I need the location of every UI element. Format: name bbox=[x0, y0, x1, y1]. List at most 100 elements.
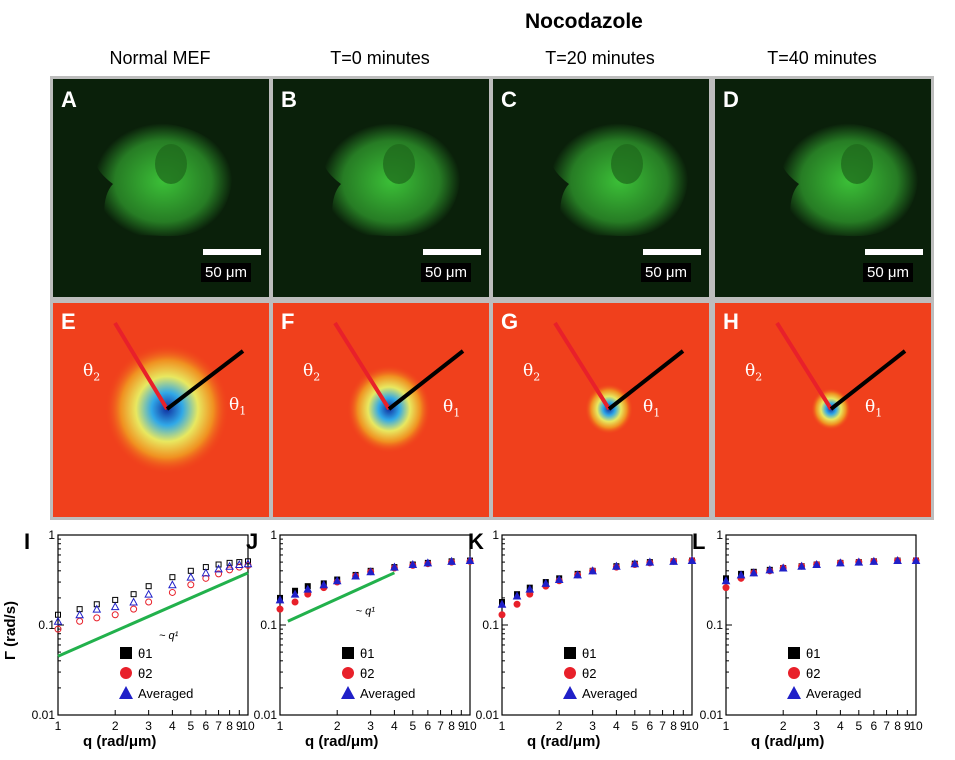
x-tick-label: 6 bbox=[425, 719, 432, 733]
column-label-normal: Normal MEF bbox=[109, 48, 211, 68]
cell-image bbox=[322, 123, 461, 240]
legend-label: θ1 bbox=[360, 646, 374, 661]
data-point bbox=[144, 589, 153, 598]
x-axis-label: q (rad/μm) bbox=[305, 733, 379, 750]
theta1-label: θ1 bbox=[443, 397, 461, 420]
data-point bbox=[423, 558, 433, 567]
y-tick-label: 0.1 bbox=[260, 618, 277, 632]
theta2-label: θ2 bbox=[303, 361, 321, 384]
data-point bbox=[541, 578, 551, 587]
x-tick-label: 5 bbox=[855, 719, 862, 733]
data-point bbox=[275, 595, 285, 604]
loglog-chart: 0.01 0.1 1 1 2 3 4 5 6 7 8 910 θ1 θ2 Averaged bbox=[476, 528, 699, 733]
data-point bbox=[243, 559, 253, 568]
data-point bbox=[498, 611, 506, 619]
fit-line bbox=[287, 571, 396, 623]
y-tick-label: 1 bbox=[48, 528, 55, 542]
x-tick-label: 9 bbox=[904, 719, 911, 733]
figure-group-heading: Nocodazole bbox=[525, 10, 643, 33]
chart-panel-label: I bbox=[24, 529, 31, 554]
theta2-label: θ2 bbox=[523, 361, 541, 384]
theta1-label: θ1 bbox=[229, 395, 247, 418]
x-tick-label: 2 bbox=[556, 719, 563, 733]
data-point bbox=[869, 556, 879, 565]
x-tick-label: 10 bbox=[241, 719, 255, 733]
x-tick-label: 10 bbox=[909, 719, 923, 733]
legend-marker bbox=[342, 647, 354, 659]
scale-bar bbox=[643, 249, 701, 255]
x-tick-label: 1 bbox=[723, 719, 730, 733]
theta2-label: θ2 bbox=[745, 361, 763, 384]
data-point bbox=[215, 570, 223, 578]
panel-label: F bbox=[281, 309, 295, 334]
data-point bbox=[234, 559, 244, 569]
theta2-label: θ2 bbox=[83, 361, 101, 384]
column-label-t20: T=20 minutes bbox=[545, 48, 655, 68]
cell-image bbox=[780, 123, 919, 240]
column-label-t0: T=0 minutes bbox=[330, 48, 430, 68]
x-tick-label: 10 bbox=[463, 719, 477, 733]
data-point bbox=[303, 584, 313, 593]
legend-label: θ1 bbox=[582, 646, 596, 661]
x-tick-label: 3 bbox=[813, 719, 820, 733]
y-tick-label: 0.1 bbox=[706, 618, 723, 632]
fft-image bbox=[105, 321, 245, 475]
x-tick-label: 6 bbox=[871, 719, 878, 733]
y-tick-label: 1 bbox=[716, 528, 723, 542]
x-tick-label: 3 bbox=[589, 719, 596, 733]
data-point bbox=[214, 564, 223, 573]
x-tick-label: 2 bbox=[112, 719, 119, 733]
data-point bbox=[215, 561, 222, 568]
x-tick-label: 7 bbox=[659, 719, 666, 733]
micrograph-panel: B 50 μm bbox=[270, 76, 492, 300]
data-point bbox=[645, 557, 655, 566]
scale-bar bbox=[423, 249, 481, 255]
data-point bbox=[92, 604, 102, 613]
x-tick-label: 4 bbox=[169, 719, 176, 733]
data-point bbox=[187, 581, 195, 589]
data-point bbox=[854, 557, 864, 566]
data-point bbox=[512, 591, 522, 600]
legend-marker bbox=[120, 667, 132, 679]
data-point bbox=[797, 561, 806, 570]
data-point bbox=[612, 561, 621, 570]
x-tick-label: 7 bbox=[437, 719, 444, 733]
data-point bbox=[236, 559, 243, 566]
fit-line bbox=[57, 571, 249, 658]
legend-marker bbox=[120, 647, 132, 659]
chart-panel-label: L bbox=[692, 529, 706, 554]
data-point bbox=[54, 625, 62, 633]
cell-image bbox=[94, 123, 233, 240]
slope-annotation: ~ q¹ bbox=[356, 606, 376, 618]
x-tick-label: 10 bbox=[685, 719, 699, 733]
legend-marker bbox=[119, 686, 133, 699]
loglog-chart: 0.01 0.1 1 1 2 3 4 5 6 7 8 910 ~ q¹ θ1 θ2 Averaged bbox=[32, 528, 255, 733]
data-point bbox=[319, 580, 329, 589]
data-point bbox=[573, 570, 582, 579]
legend-label: θ2 bbox=[806, 666, 820, 681]
x-axis-label: q (rad/μm) bbox=[83, 733, 157, 750]
x-tick-label: 9 bbox=[458, 719, 465, 733]
x-tick-label: 1 bbox=[277, 719, 284, 733]
data-point bbox=[169, 574, 176, 581]
scale-bar-label: 50 μm bbox=[863, 263, 913, 282]
theta1-label: θ1 bbox=[643, 397, 661, 420]
x-tick-label: 8 bbox=[670, 719, 677, 733]
legend-marker bbox=[788, 667, 800, 679]
legend-label: Averaged bbox=[360, 686, 415, 701]
data-point bbox=[588, 566, 597, 575]
x-axis-label: q (rad/μm) bbox=[751, 733, 825, 750]
fft-image bbox=[775, 321, 907, 430]
legend-marker bbox=[342, 667, 354, 679]
fft-image bbox=[553, 321, 685, 435]
data-point bbox=[722, 584, 730, 592]
x-tick-label: 7 bbox=[883, 719, 890, 733]
loglog-chart: 0.01 0.1 1 1 2 3 4 5 6 7 8 910 ~ q¹ θ1 θ2 Averaged bbox=[254, 528, 477, 733]
data-point bbox=[276, 605, 284, 613]
data-point bbox=[366, 567, 375, 576]
panel-label: A bbox=[61, 87, 77, 112]
panel-label: H bbox=[723, 309, 739, 334]
x-tick-label: 6 bbox=[203, 719, 210, 733]
x-tick-label: 9 bbox=[680, 719, 687, 733]
x-tick-label: 3 bbox=[367, 719, 374, 733]
